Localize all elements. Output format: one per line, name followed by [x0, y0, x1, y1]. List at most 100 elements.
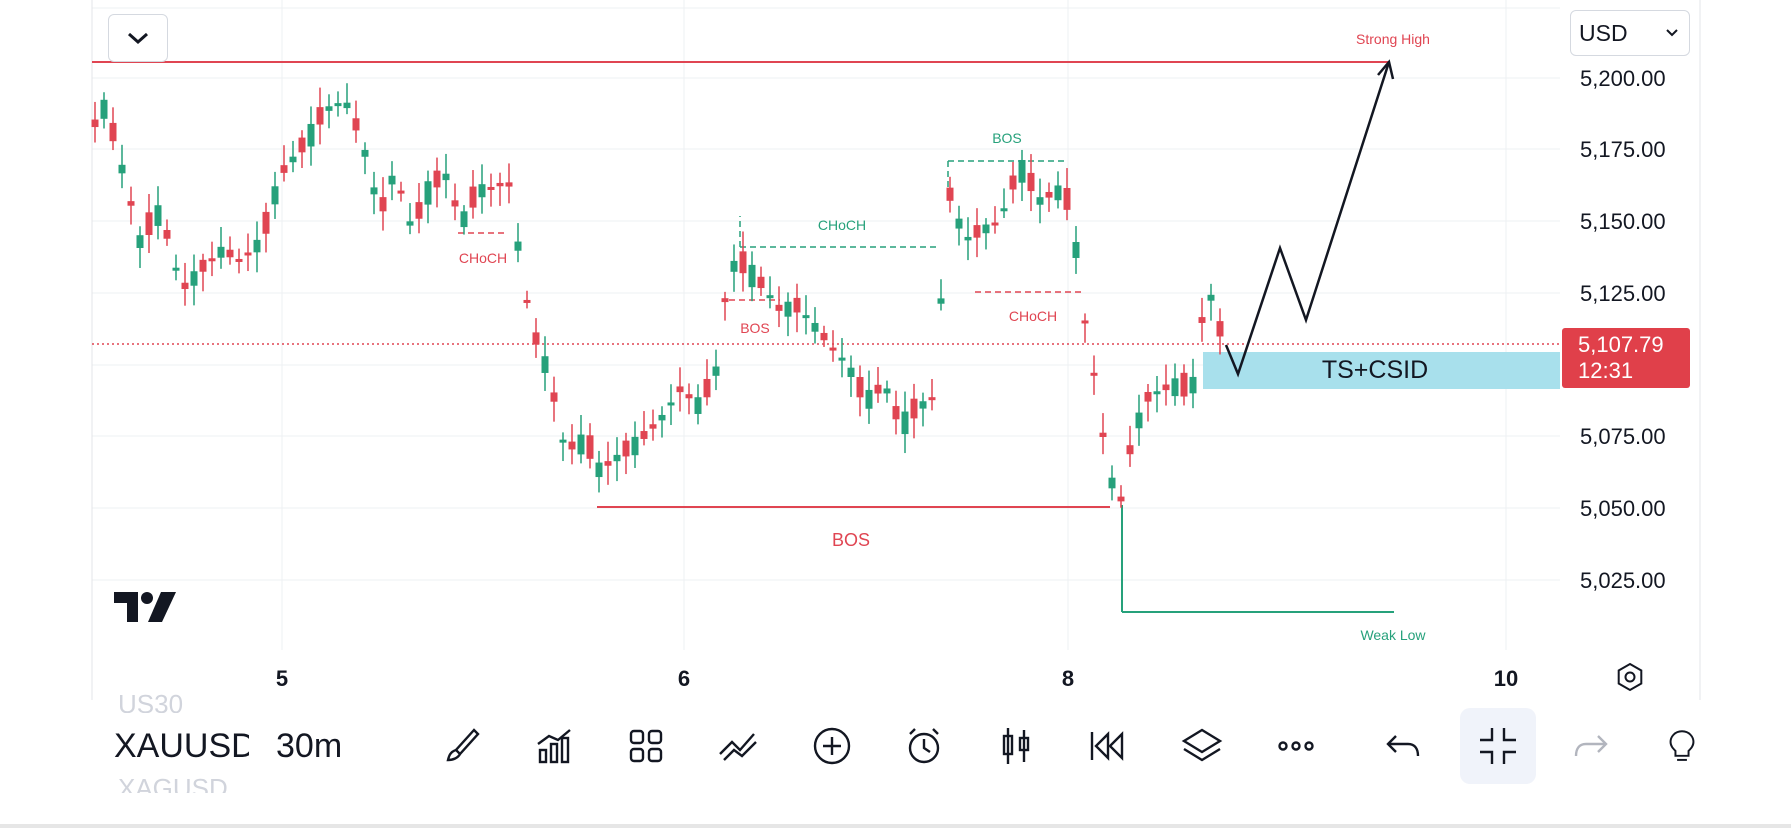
price-axis[interactable]: 5,200.00 5,175.00 5,150.00 5,125.00 5,07… [1580, 66, 1666, 593]
candle-body [1126, 445, 1134, 455]
tradingview-logo-icon[interactable] [114, 592, 176, 624]
layout-button[interactable] [616, 716, 676, 776]
symbol-prev[interactable]: US30 [118, 689, 184, 713]
undo-icon [1386, 735, 1420, 757]
price-label: 5,025.00 [1580, 568, 1666, 593]
candle-body [1090, 372, 1098, 376]
undo-button[interactable] [1374, 716, 1434, 776]
candle-body [784, 301, 792, 317]
candle-body [955, 218, 963, 229]
candle-body [1180, 372, 1188, 397]
candle-body [892, 406, 900, 420]
candle-body [595, 462, 603, 478]
projection-path [1224, 61, 1391, 378]
candle-body [244, 252, 252, 256]
candle-body [334, 103, 342, 107]
price-chart[interactable]: TS+CSID Strong High Weak Low BOS BOS BOS… [0, 0, 1791, 700]
candle-body [379, 197, 387, 212]
timeframe-button[interactable]: 30m [276, 727, 343, 765]
candle-body [847, 367, 855, 378]
candle-body [901, 411, 909, 435]
candle-body [793, 297, 801, 313]
candle-body [613, 454, 621, 462]
candle-body [721, 298, 729, 303]
candle-body [739, 251, 747, 274]
candle-body [631, 436, 639, 456]
candle-body [163, 230, 171, 239]
candle-body [325, 106, 333, 111]
current-price-value: 5,107.79 [1578, 332, 1664, 357]
candle-body [1207, 294, 1215, 301]
candle-body [658, 414, 666, 421]
candle-body [937, 298, 945, 304]
candle-body [406, 221, 414, 226]
symbol-next[interactable]: XAGUSD [118, 773, 228, 793]
time-label: 8 [1062, 666, 1074, 691]
candle-body [1189, 376, 1197, 394]
time-label: 5 [276, 666, 288, 691]
candle-body [811, 322, 819, 332]
bos-main-label: BOS [832, 530, 870, 550]
redo-button[interactable] [1560, 716, 1620, 776]
candle-body [919, 401, 927, 409]
candle-body [316, 107, 324, 125]
chart-settings-icon[interactable] [1617, 662, 1643, 692]
choch-mid-label: CHoCH [818, 217, 866, 233]
brush-button[interactable] [432, 716, 492, 776]
currency-select[interactable]: USD [1570, 10, 1690, 56]
candle-body [1072, 242, 1080, 258]
candle-body [496, 182, 504, 187]
indicators-button[interactable] [524, 716, 584, 776]
collapse-button[interactable] [1460, 708, 1536, 784]
candle-body [208, 258, 216, 262]
candle-body [235, 258, 243, 262]
candle-body [964, 236, 972, 241]
idea-icon [1669, 730, 1695, 761]
weak-low-label: Weak Low [1360, 627, 1426, 643]
candle-body [487, 186, 495, 190]
redo-icon [1574, 735, 1608, 757]
candle-body [991, 222, 999, 226]
candle-body [253, 239, 261, 253]
more-button[interactable] [1266, 716, 1326, 776]
candle-body [829, 347, 837, 351]
candle-body [874, 384, 882, 394]
replay-button[interactable] [1078, 716, 1138, 776]
candle-body [667, 402, 675, 406]
candle-body [730, 260, 738, 272]
candle-body [1099, 432, 1107, 437]
grid [92, 0, 1560, 650]
candle-body [775, 304, 783, 311]
candle-body [1045, 191, 1053, 198]
candle-body [1000, 208, 1008, 212]
layers-button[interactable] [1172, 716, 1232, 776]
interval-dropdown-button[interactable] [108, 14, 168, 62]
drawing-tools-button[interactable] [708, 716, 768, 776]
candle-body [217, 246, 225, 258]
currency-value: USD [1579, 19, 1628, 46]
candle-body [973, 225, 981, 238]
candle-body [568, 441, 576, 450]
candle-body [1018, 159, 1026, 183]
candle-body [127, 201, 135, 206]
candle-body [1216, 321, 1224, 337]
ts-csid-zone[interactable] [1203, 352, 1560, 389]
candle-body [100, 99, 108, 119]
add-button[interactable] [802, 716, 862, 776]
indicators-icon [537, 729, 571, 764]
candle-body [307, 123, 315, 147]
candle-body [1108, 477, 1116, 489]
idea-button[interactable] [1664, 716, 1700, 776]
candle-body [280, 165, 288, 173]
chevron-down-icon [128, 32, 148, 45]
candles [91, 83, 1224, 508]
symbol-name[interactable]: XAUUSD [114, 727, 249, 765]
price-label: 5,175.00 [1580, 137, 1666, 162]
chart-type-button[interactable] [986, 716, 1046, 776]
candle-body [154, 205, 162, 226]
candle-body [199, 259, 207, 272]
candle-body [262, 211, 270, 234]
time-axis[interactable]: 5 6 8 10 [276, 666, 1518, 691]
add-icon [813, 727, 851, 765]
alert-button[interactable] [894, 716, 954, 776]
